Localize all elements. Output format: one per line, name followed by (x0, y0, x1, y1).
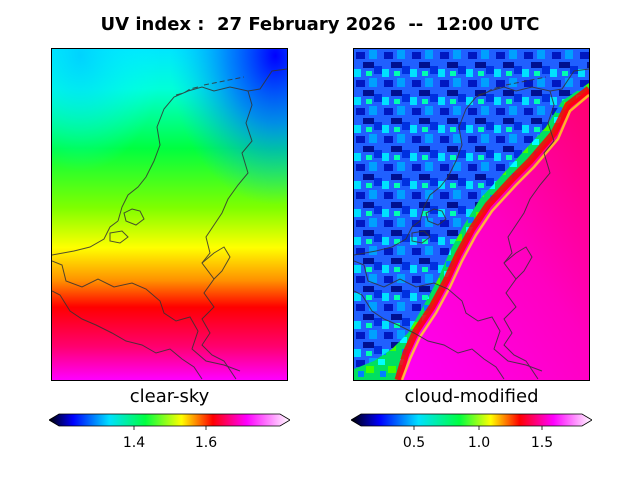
clear-sky-label: clear-sky (129, 386, 210, 407)
country-borders (354, 68, 589, 380)
clear-sky-colorbar (48, 413, 291, 435)
colorbar-tick-label: 1.5 (530, 435, 554, 451)
cloud-modified-colorbar (350, 413, 593, 435)
colorbar-tick-label: 1.4 (122, 435, 146, 451)
country-borders (52, 68, 287, 380)
figure-title: UV index : 27 February 2026 -- 12:00 UTC (100, 14, 540, 35)
cloud-modified-label: cloud-modified (404, 386, 539, 407)
colorbar-tick-label: 1.0 (467, 435, 491, 451)
clear-sky-map (51, 48, 288, 381)
colorbar-tick-label: 1.6 (194, 435, 218, 451)
cloud-modified-map (353, 48, 590, 381)
colorbar-tick-label: 0.5 (402, 435, 426, 451)
